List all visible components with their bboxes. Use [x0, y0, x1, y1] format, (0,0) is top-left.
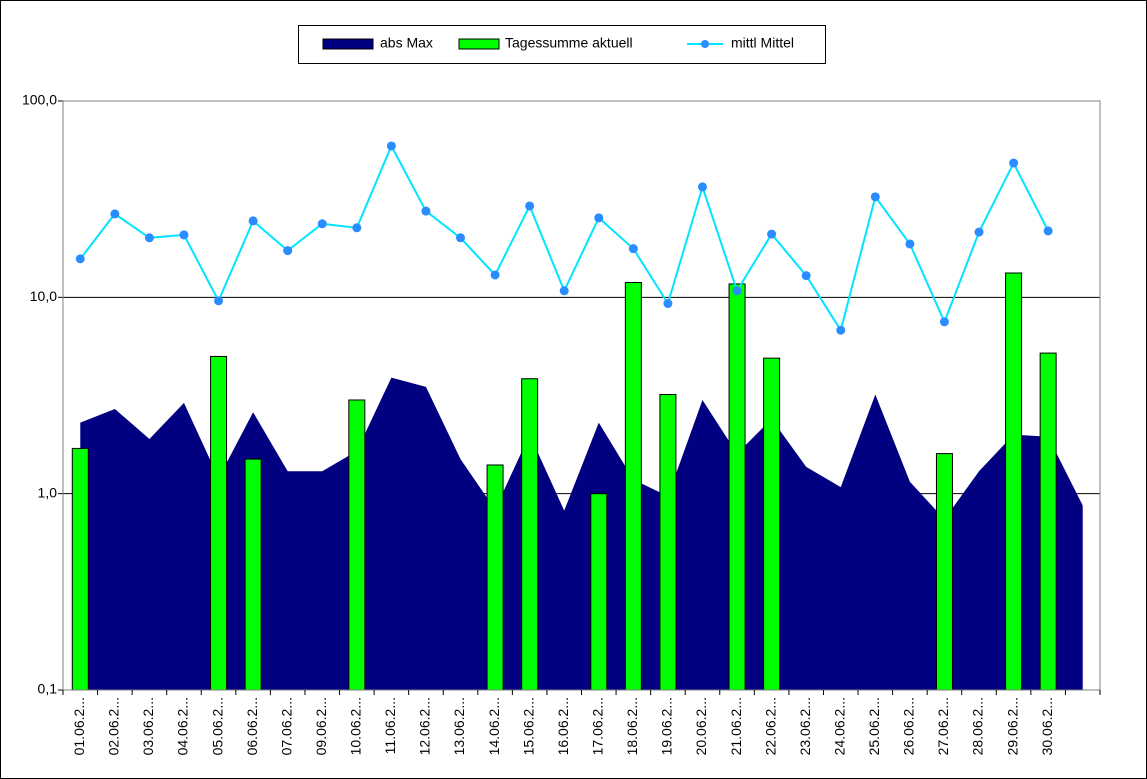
x-tick-label: 02.06.2... — [106, 697, 122, 755]
x-tick-label: 17.06.2... — [589, 697, 605, 755]
x-tick-label: 20.06.2... — [693, 697, 709, 755]
line-marker — [697, 182, 707, 192]
y-tick-label: 100,0 — [22, 92, 57, 108]
bar — [521, 378, 539, 691]
line-marker — [628, 244, 638, 254]
bar — [728, 283, 746, 691]
x-tick-label: 10.06.2... — [348, 697, 364, 755]
line-marker — [559, 286, 569, 296]
x-tick-label: 25.06.2... — [866, 697, 882, 755]
line-marker — [456, 233, 466, 243]
x-tick-label: 09.06.2... — [313, 697, 329, 755]
x-tick-label: 14.06.2... — [486, 697, 502, 755]
line-marker — [490, 270, 500, 280]
line-marker — [144, 233, 154, 243]
y-tick-label: 10,0 — [30, 288, 57, 304]
x-tick-label: 05.06.2... — [209, 697, 225, 755]
line-marker — [317, 219, 327, 229]
x-tick-label: 28.06.2... — [970, 697, 986, 755]
line-marker — [905, 239, 915, 249]
x-tick-label: 21.06.2... — [728, 697, 744, 755]
bar — [348, 399, 366, 691]
bar — [624, 282, 642, 691]
bar — [486, 464, 504, 691]
line-marker — [386, 141, 396, 151]
line-marker — [594, 213, 604, 223]
bar — [244, 458, 262, 691]
line-marker — [1043, 226, 1053, 236]
y-tick-label: 1,0 — [38, 484, 58, 500]
line-marker — [421, 206, 431, 216]
line-marker — [110, 209, 120, 219]
line-marker — [75, 254, 85, 264]
bar — [1039, 352, 1057, 691]
line-marker — [870, 192, 880, 202]
bar — [590, 493, 608, 691]
x-tick-label: 12.06.2... — [417, 697, 433, 755]
x-tick-label: 15.06.2... — [520, 697, 536, 755]
legend-box — [298, 25, 826, 64]
legend-label: mittl Mittel — [731, 35, 794, 51]
line-marker — [836, 325, 846, 335]
line-marker — [248, 216, 258, 226]
x-tick-label: 04.06.2... — [175, 697, 191, 755]
x-tick-label: 30.06.2... — [1039, 697, 1055, 755]
line-marker — [352, 223, 362, 233]
x-tick-label: 19.06.2... — [659, 697, 675, 755]
x-tick-label: 16.06.2... — [555, 697, 571, 755]
x-tick-label: 22.06.2... — [762, 697, 778, 755]
legend-label: Tagessumme aktuell — [505, 35, 633, 51]
bar — [71, 447, 89, 691]
line-marker — [801, 271, 811, 281]
legend-swatch — [458, 38, 500, 50]
line-marker — [974, 227, 984, 237]
line-marker — [939, 317, 949, 327]
line-marker — [283, 246, 293, 256]
bar — [210, 355, 228, 691]
line-marker — [179, 230, 189, 240]
line-marker — [214, 296, 224, 306]
bar — [659, 393, 677, 691]
area — [80, 377, 1083, 690]
bar — [1005, 272, 1023, 691]
x-tick-label: 23.06.2... — [797, 697, 813, 755]
legend-swatch — [322, 38, 374, 50]
x-tick-label: 11.06.2... — [382, 697, 398, 754]
legend-marker — [701, 40, 709, 48]
line-marker — [732, 286, 742, 296]
x-tick-label: 24.06.2... — [831, 697, 847, 755]
x-tick-label: 27.06.2... — [935, 697, 951, 755]
line-marker — [767, 229, 777, 239]
x-tick-label: 01.06.2... — [71, 697, 87, 755]
line-marker — [525, 201, 535, 211]
line-marker — [663, 299, 673, 309]
x-tick-label: 13.06.2... — [451, 697, 467, 755]
x-tick-label: 29.06.2... — [1004, 697, 1020, 755]
line-marker — [1009, 158, 1019, 168]
y-tick-label: 0,1 — [38, 681, 58, 697]
x-tick-label: 03.06.2... — [140, 697, 156, 755]
x-tick-label: 06.06.2... — [244, 697, 260, 755]
bar — [935, 453, 953, 691]
x-tick-label: 18.06.2... — [624, 697, 640, 755]
x-tick-label: 26.06.2... — [901, 697, 917, 755]
bar — [763, 357, 781, 691]
x-tick-label: 07.06.2... — [278, 697, 294, 755]
legend-label: abs Max — [380, 35, 433, 51]
